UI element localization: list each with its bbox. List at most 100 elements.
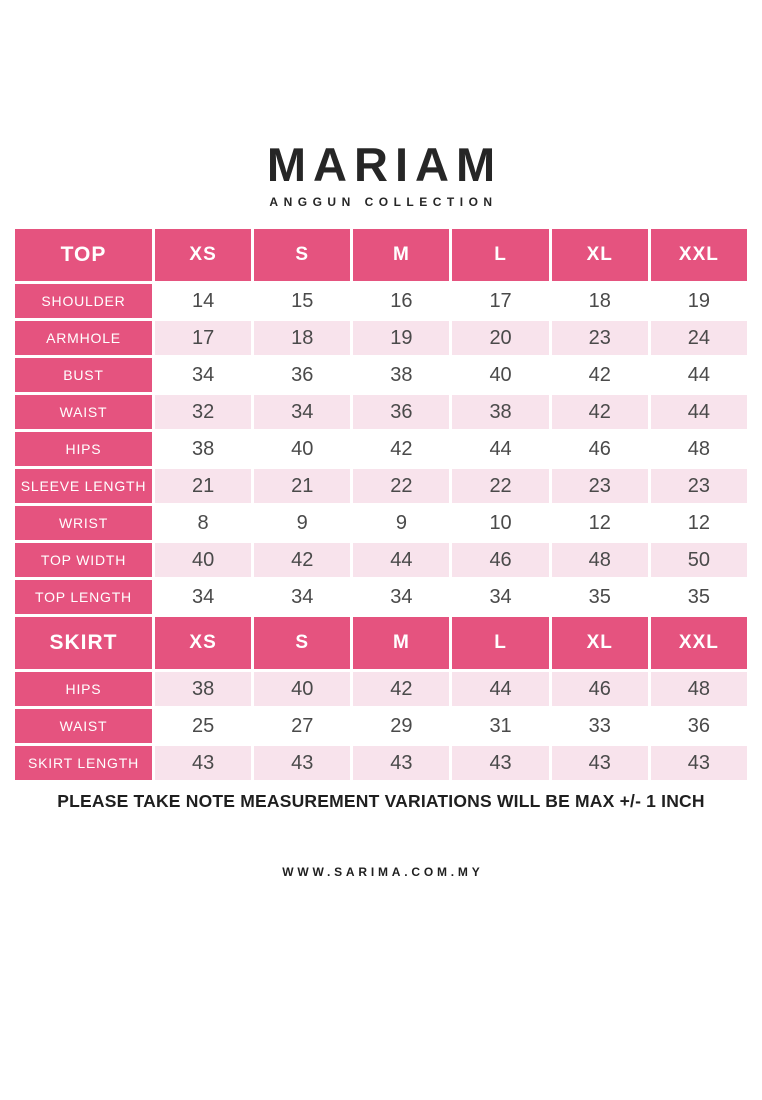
measurement-value: 25 — [155, 709, 252, 743]
measurement-value: 19 — [650, 284, 747, 318]
measurement-value: 22 — [452, 469, 549, 503]
brand-logo-text: MARIAM — [266, 138, 503, 191]
measurement-value: 12 — [650, 506, 747, 540]
measurement-value: 17 — [155, 321, 252, 355]
size-column-header: XXL — [650, 617, 747, 669]
measurement-value: 18 — [254, 321, 351, 355]
measurement-label: TOP WIDTH — [15, 543, 152, 577]
measurement-value: 14 — [155, 284, 252, 318]
measurement-value: 46 — [551, 672, 648, 706]
measurement-value: 15 — [254, 284, 351, 318]
table-section-header: TOP — [15, 229, 152, 281]
measurement-label: SLEEVE LENGTH — [15, 469, 152, 503]
measurement-value: 9 — [254, 506, 351, 540]
measurement-value: 8 — [155, 506, 252, 540]
measurement-value: 43 — [353, 746, 450, 780]
measurement-value: 16 — [353, 284, 450, 318]
measurement-value: 23 — [650, 469, 747, 503]
measurement-value: 43 — [254, 746, 351, 780]
measurement-value: 46 — [551, 432, 648, 466]
measurement-value: 12 — [551, 506, 648, 540]
measurement-label: SHOULDER — [15, 284, 152, 318]
measurement-value: 36 — [254, 358, 351, 392]
measurement-value: 36 — [650, 709, 747, 743]
measurement-value: 42 — [551, 358, 648, 392]
measurement-value: 44 — [650, 358, 747, 392]
measurement-label: SKIRT LENGTH — [15, 746, 152, 780]
size-column-header: XXL — [650, 229, 747, 281]
measurement-value: 33 — [551, 709, 648, 743]
top-size-table: TOP XS S M L XL XXL SHOULDER 14 15 16 17 18 19 ARMHOLE… — [15, 229, 747, 614]
measurement-label: ARMHOLE — [15, 321, 152, 355]
measurement-value: 44 — [452, 432, 549, 466]
measurement-value: 34 — [155, 580, 252, 614]
measurement-value: 44 — [353, 543, 450, 577]
measurement-value: 9 — [353, 506, 450, 540]
measurement-value: 42 — [254, 543, 351, 577]
measurement-value: 23 — [551, 321, 648, 355]
measurement-value: 34 — [452, 580, 549, 614]
measurement-value: 40 — [254, 672, 351, 706]
measurement-value: 44 — [650, 395, 747, 429]
brand-collection-text: ANGGUN COLLECTION — [269, 195, 498, 209]
website-url: WWW.SARIMA.COM.MY — [282, 865, 484, 879]
size-column-header: XL — [551, 617, 648, 669]
measurement-value: 17 — [452, 284, 549, 318]
size-column-header: S — [254, 229, 351, 281]
measurement-value: 34 — [254, 580, 351, 614]
measurement-label: WAIST — [15, 709, 152, 743]
size-column-header: S — [254, 617, 351, 669]
measurement-value: 19 — [353, 321, 450, 355]
measurement-value: 21 — [254, 469, 351, 503]
measurement-label: WAIST — [15, 395, 152, 429]
measurement-value: 31 — [452, 709, 549, 743]
measurement-label: HIPS — [15, 672, 152, 706]
measurement-value: 44 — [452, 672, 549, 706]
measurement-value: 10 — [452, 506, 549, 540]
measurement-value: 42 — [353, 672, 450, 706]
measurement-value: 34 — [155, 358, 252, 392]
measurement-value: 40 — [155, 543, 252, 577]
measurement-value: 23 — [551, 469, 648, 503]
size-chart: TOP XS S M L XL XXL SHOULDER 14 15 16 17 18 19 ARMHOLE… — [15, 229, 747, 780]
measurement-value: 22 — [353, 469, 450, 503]
size-column-header: XS — [155, 229, 252, 281]
measurement-value: 27 — [254, 709, 351, 743]
measurement-value: 24 — [650, 321, 747, 355]
measurement-value: 48 — [551, 543, 648, 577]
measurement-value: 43 — [650, 746, 747, 780]
size-column-header: L — [452, 229, 549, 281]
table-section-header: SKIRT — [15, 617, 152, 669]
measurement-value: 48 — [650, 432, 747, 466]
measurement-value: 50 — [650, 543, 747, 577]
measurement-value: 34 — [254, 395, 351, 429]
measurement-label: TOP LENGTH — [15, 580, 152, 614]
size-column-header: XS — [155, 617, 252, 669]
size-column-header: XL — [551, 229, 648, 281]
measurement-value: 34 — [353, 580, 450, 614]
measurement-value: 38 — [155, 432, 252, 466]
measurement-value: 32 — [155, 395, 252, 429]
measurement-value: 40 — [452, 358, 549, 392]
measurement-label: WRIST — [15, 506, 152, 540]
measurement-value: 21 — [155, 469, 252, 503]
measurement-label: HIPS — [15, 432, 152, 466]
size-column-header: M — [353, 229, 450, 281]
measurement-value: 48 — [650, 672, 747, 706]
measurement-value: 43 — [155, 746, 252, 780]
measurement-value: 43 — [551, 746, 648, 780]
measurement-value: 46 — [452, 543, 549, 577]
measurement-value: 29 — [353, 709, 450, 743]
measurement-note: PLEASE TAKE NOTE MEASUREMENT VARIATIONS … — [57, 791, 705, 811]
size-column-header: L — [452, 617, 549, 669]
skirt-size-table: SKIRT XS S M L XL XXL HIPS 38 40 42 44 46 48 WAIST 25 27… — [15, 617, 747, 780]
size-column-header: M — [353, 617, 450, 669]
measurement-value: 38 — [353, 358, 450, 392]
measurement-value: 38 — [155, 672, 252, 706]
brand-header: MARIAM ANGGUN COLLECTION — [0, 0, 762, 209]
measurement-value: 35 — [551, 580, 648, 614]
measurement-value: 43 — [452, 746, 549, 780]
measurement-value: 40 — [254, 432, 351, 466]
measurement-value: 42 — [551, 395, 648, 429]
